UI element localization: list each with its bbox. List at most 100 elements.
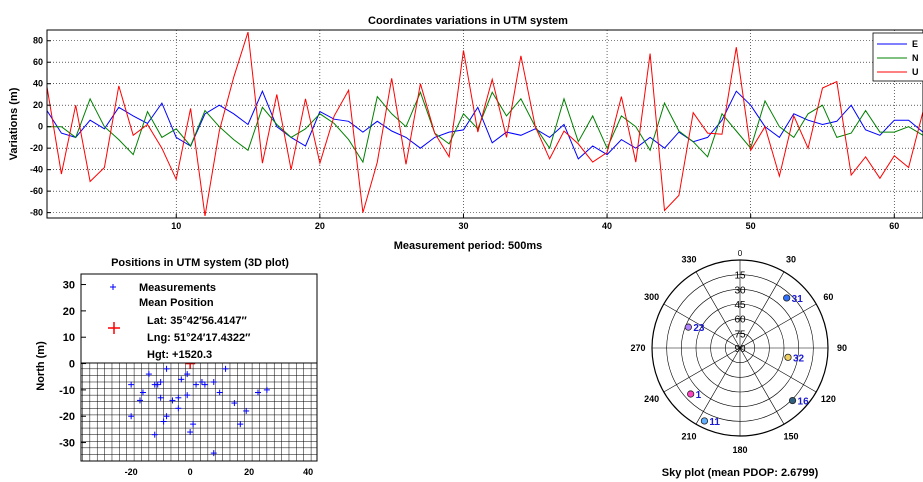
scatter-measurement-point <box>128 413 135 420</box>
sky-spoke <box>739 303 817 349</box>
sky-spoke <box>663 303 741 349</box>
sky-spoke <box>739 347 817 393</box>
sky-plot-labels: 30 60 90 120 150 180 210 240 270 300 330 0 15 30 45 60 7… <box>630 249 847 455</box>
scatter-measurement-point <box>137 397 143 404</box>
scatter-y-tick-label: 0 <box>69 359 75 371</box>
line-chart-legend-box <box>872 32 923 82</box>
scatter-legend-mean-marker <box>108 322 120 334</box>
line-chart-ticks: 10 20 30 40 50 60 -80 -60 -40 -20 0 20 40 60 80 <box>30 36 899 231</box>
scatter-measurement-point <box>198 378 205 385</box>
scatter-points <box>128 358 270 457</box>
satellite-label: 23 <box>693 323 705 334</box>
legend-label-U: U <box>912 67 919 77</box>
line-chart-y-tick-label: 40 <box>33 79 43 89</box>
scatter-measurement-point <box>157 394 164 401</box>
scatter-legend-lng: Lng: 51°24′17.4322′′ <box>147 332 251 344</box>
satellite-23: 23 <box>684 323 705 334</box>
scatter-measurement-point <box>210 378 217 385</box>
line-chart-x-tick-label: 20 <box>315 221 325 231</box>
line-chart-x-tick-label: 10 <box>171 221 181 231</box>
sky-azimuth-label: 30 <box>786 255 796 265</box>
scatter-measurement-point <box>255 389 261 396</box>
line-chart-x-tick-label: 40 <box>602 221 612 231</box>
scatter-legend-lat: Lat: 35°42′56.4147′′ <box>147 315 247 327</box>
sky-azimuth-label: 270 <box>630 343 645 353</box>
sky-plot-spokes <box>652 260 828 436</box>
sky-elevation-label: 45 <box>734 300 746 311</box>
scatter-measurement-point <box>175 394 182 401</box>
line-chart: Coordinates variations in UTM system Mea… <box>8 15 923 252</box>
line-chart-frame <box>46 29 923 219</box>
line-series-N <box>47 90 923 164</box>
line-series-U <box>46 31 923 216</box>
scatter-measurement-point <box>216 389 223 396</box>
scatter-measurement-point <box>163 365 170 372</box>
line-chart-legend: ENU <box>872 32 923 82</box>
satellite-1: 1 <box>687 390 702 401</box>
scatter-measurement-point <box>231 400 238 407</box>
scatter-measurement-point <box>190 421 197 428</box>
sky-azimuth-label: 180 <box>732 445 747 455</box>
sky-elevation-label: 15 <box>734 271 746 282</box>
scatter-legend: Measurements Mean Position Lat: 35°42′56… <box>80 273 318 364</box>
sky-azimuth-label: 60 <box>823 292 833 302</box>
satellite-marker <box>784 353 792 361</box>
line-chart-y-tick-label: 60 <box>33 57 43 67</box>
legend-label-N: N <box>912 53 919 63</box>
scatter-measurement-point <box>163 413 170 420</box>
scatter-x-tick-label: -20 <box>125 467 138 477</box>
sky-azimuth-label: 120 <box>821 394 836 404</box>
sky-azimuth-label: 210 <box>681 431 696 441</box>
scatter-measurement-point <box>184 392 191 399</box>
satellite-marker <box>687 390 695 398</box>
line-chart-y-tick-label: -60 <box>30 186 43 196</box>
line-chart-y-tick-label: -80 <box>30 208 43 218</box>
line-chart-y-label: Variations (m) <box>8 87 20 160</box>
sky-spoke <box>663 347 741 393</box>
sky-azimuth-label: 240 <box>644 394 659 404</box>
satellite-label: 16 <box>798 397 810 408</box>
sky-elevation-label: 60 <box>734 315 746 326</box>
scatter-x-tick-label: 0 <box>188 467 193 477</box>
scatter-title: Positions in UTM system (3D plot) <box>111 257 289 269</box>
sky-plot: 30 60 90 120 150 180 210 240 270 300 330 0 15 30 45 60 7… <box>630 249 847 479</box>
scatter-x-tick-label: 20 <box>244 467 254 477</box>
scatter-measurement-point <box>193 381 200 388</box>
scatter-measurement-point <box>210 450 217 457</box>
line-chart-x-tick-label: 50 <box>746 221 756 231</box>
satellite-marker <box>684 323 692 331</box>
scatter-measurement-point <box>187 429 194 436</box>
line-chart-x-label: Measurement period: 500ms <box>394 240 543 252</box>
scatter-legend-hgt: Hgt: +1520.3 <box>147 349 212 361</box>
satellite-31: 31 <box>783 294 803 305</box>
scatter-legend-measurement-cross <box>110 284 116 290</box>
scatter-measurement-point <box>157 378 164 385</box>
scatter-measurement-point <box>175 405 182 412</box>
sky-azimuth-label: 330 <box>681 255 696 265</box>
line-chart-y-tick-label: 20 <box>33 100 43 110</box>
scatter-measurement-point <box>139 389 146 396</box>
scatter-legend-mean-position: Mean Position <box>139 297 214 309</box>
line-chart-y-tick-label: 0 <box>38 122 43 132</box>
satellite-marker <box>700 417 709 425</box>
sky-elevation-label: 90 <box>734 344 746 355</box>
satellite-label: 31 <box>792 294 804 305</box>
scatter-y-label: North (m) <box>35 341 47 391</box>
line-chart-y-tick-label: 80 <box>33 36 43 46</box>
scatter-ticks: -20 0 20 40 -30 -20 -10 0 10 20 30 <box>59 280 313 477</box>
scatter-measurement-point <box>237 421 244 428</box>
scatter-measurement-point <box>128 381 135 388</box>
scatter-measurement-point <box>154 381 161 388</box>
scatter-measurement-point <box>169 397 176 404</box>
scatter-measurement-point <box>263 386 270 393</box>
scatter-measurement-point <box>178 376 185 383</box>
scatter-measurement-point <box>160 418 167 425</box>
satellite-marker <box>788 396 797 405</box>
satellite-marker <box>783 294 791 302</box>
sky-azimuth-label: 300 <box>644 292 659 302</box>
sky-spoke <box>739 347 785 425</box>
line-chart-y-tick-label: -20 <box>30 143 43 153</box>
legend-label-E: E <box>912 39 918 49</box>
sky-plot-title: Sky plot (mean PDOP: 2.6799) <box>662 467 819 479</box>
